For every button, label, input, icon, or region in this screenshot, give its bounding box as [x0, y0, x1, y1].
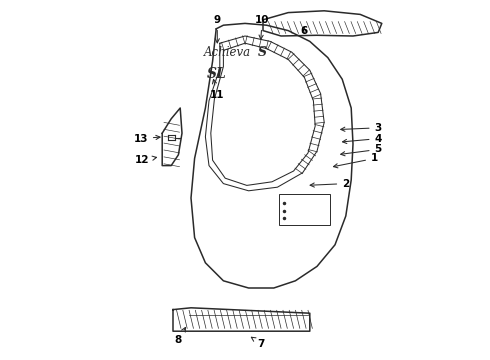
Text: 7: 7 — [251, 337, 265, 349]
Text: 13: 13 — [133, 134, 160, 144]
Text: 11: 11 — [210, 80, 224, 100]
Text: 5: 5 — [341, 144, 382, 156]
Text: 1: 1 — [334, 153, 378, 168]
Bar — [279, 194, 330, 225]
Text: 12: 12 — [135, 155, 156, 165]
Text: 6: 6 — [301, 26, 308, 36]
Text: 2: 2 — [310, 179, 349, 189]
Text: 8: 8 — [175, 328, 186, 345]
Text: S: S — [258, 46, 267, 59]
Text: Achieva: Achieva — [204, 46, 251, 59]
Text: 3: 3 — [341, 123, 382, 133]
Text: SL: SL — [207, 67, 227, 81]
Text: 9: 9 — [214, 15, 221, 43]
Text: 10: 10 — [255, 15, 270, 39]
Text: 4: 4 — [343, 134, 382, 144]
